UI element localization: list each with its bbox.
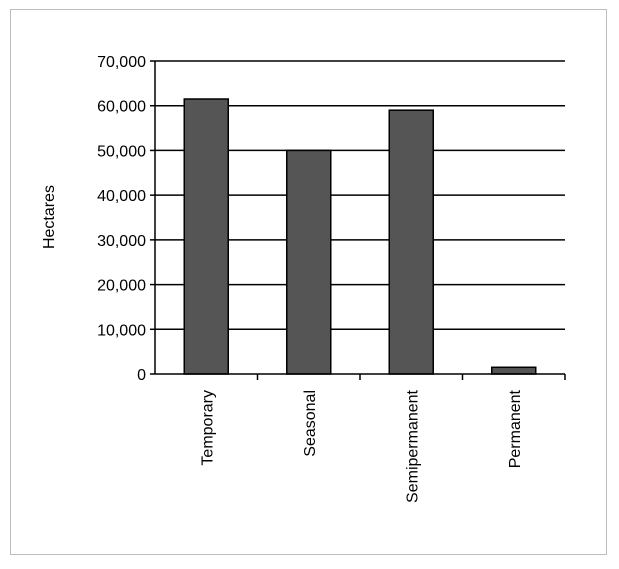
bar-permanent — [491, 366, 537, 375]
x-category-label: Permanent — [507, 389, 524, 468]
y-tick-label: 10,000 — [97, 322, 146, 339]
y-tick-label: 30,000 — [97, 233, 146, 250]
bar-semipermanent — [388, 109, 434, 375]
y-tick-label: 50,000 — [97, 143, 146, 160]
bar-temporary — [183, 98, 229, 375]
bars — [183, 98, 537, 375]
bar-seasonal — [286, 149, 332, 375]
y-tick-label: 70,000 — [97, 54, 146, 71]
x-category-label: Seasonal — [302, 390, 319, 457]
y-tick-label: 60,000 — [97, 99, 146, 116]
y-tick-label: 0 — [137, 367, 146, 384]
y-axis-ticks: 0 10,000 20,000 30,000 40,000 50,000 60,000 70,… — [97, 54, 156, 384]
y-tick-label: 40,000 — [97, 188, 146, 205]
x-axis: Temporary Seasonal Semipermanent Permanent — [155, 373, 566, 503]
x-category-label: Temporary — [199, 390, 216, 466]
y-tick-label: 20,000 — [97, 278, 146, 295]
x-category-label: Semipermanent — [404, 389, 421, 503]
y-axis-title: Hectares — [41, 185, 58, 249]
